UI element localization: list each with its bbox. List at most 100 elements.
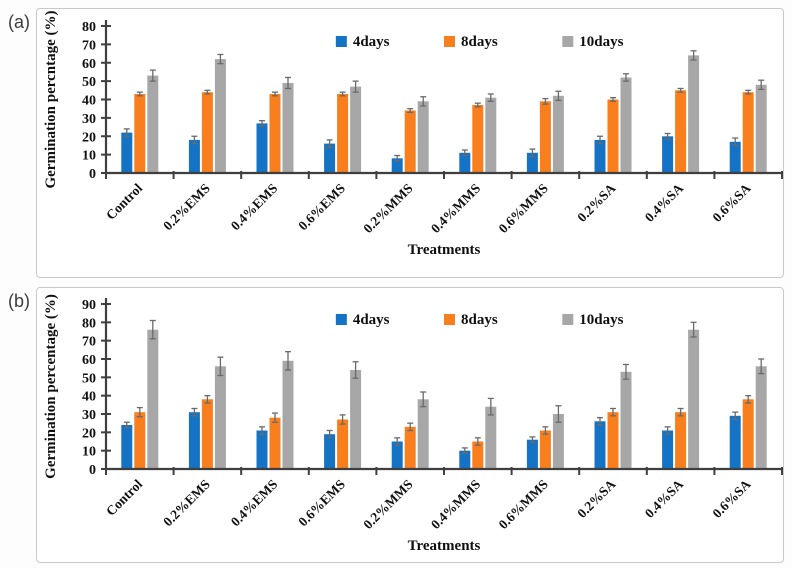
x-axis-title: Treatments xyxy=(408,538,481,554)
x-category-label: 0.4%MMS xyxy=(428,181,483,236)
bar-10days xyxy=(214,59,226,173)
bar-10days xyxy=(147,75,159,173)
bar-8days xyxy=(269,94,281,173)
bar-8days xyxy=(472,441,484,469)
bar-8days xyxy=(404,110,416,173)
bar-10days xyxy=(214,366,226,469)
y-axis-title: Germination percntage (%) xyxy=(43,10,59,188)
bar-10days xyxy=(688,329,700,469)
x-category-label: 0.6%MMS xyxy=(495,477,550,532)
x-category-label: 0.4%SA xyxy=(642,476,686,520)
panel-label-b: (b) xyxy=(8,291,30,311)
bar-4days xyxy=(391,158,403,173)
y-tick-label: 20 xyxy=(82,426,96,441)
bar-8days xyxy=(134,412,146,469)
bar-4days xyxy=(256,430,268,469)
bar-8days xyxy=(607,412,619,469)
bar-4days xyxy=(121,425,133,469)
y-tick-label: 40 xyxy=(82,94,96,109)
y-tick-label: 20 xyxy=(82,130,96,145)
bar-4days xyxy=(594,421,606,469)
x-axis-title: Treatments xyxy=(408,242,481,258)
bar-8days xyxy=(742,399,754,469)
bar-10days xyxy=(282,360,294,469)
chart-panel-b: 0 10 20 30 40 50 60 70 80 90 Control 0.2%EMS 0.4%EMS… xyxy=(36,287,784,563)
y-tick-label: 70 xyxy=(82,335,96,350)
bar-4days xyxy=(188,139,200,173)
bar-4days xyxy=(662,136,674,174)
bar-8days xyxy=(472,105,484,173)
bar-10days xyxy=(282,83,294,173)
bar-4days xyxy=(526,439,538,469)
bar-4days xyxy=(324,143,336,173)
bar-8days xyxy=(201,399,213,469)
legend-label-4days: 4days xyxy=(353,34,390,50)
y-axis-title: Germination percentage (%) xyxy=(43,294,59,479)
bar-4days xyxy=(459,152,471,173)
bar-10days xyxy=(350,86,362,173)
x-category-label: 0.2%EMS xyxy=(160,181,213,234)
legend-swatch-10days xyxy=(562,314,574,325)
legend-swatch-8days xyxy=(444,36,455,47)
bar-4days xyxy=(662,430,674,469)
y-tick-label: 30 xyxy=(82,112,96,127)
x-category-label: Control xyxy=(103,180,145,222)
y-tick-label: 80 xyxy=(82,20,96,35)
bar-4days xyxy=(256,123,268,173)
x-category-label: 0.4%SA xyxy=(642,180,686,224)
y-tick-label: 60 xyxy=(82,57,96,72)
bar-4days xyxy=(391,441,403,469)
chart-panel-a: 0 10 20 30 40 50 60 70 80 Control 0.2%EMS 0.4%EMS 0.… xyxy=(36,8,784,278)
x-category-label: Control xyxy=(103,476,145,518)
bar-8days xyxy=(201,92,213,173)
bar-8days xyxy=(742,92,754,173)
y-tick-label: 10 xyxy=(82,149,96,164)
legend-label-8days: 8days xyxy=(461,312,498,328)
y-tick-label: 70 xyxy=(82,38,96,53)
bar-4days xyxy=(729,141,741,173)
x-category-label: 0.2%SA xyxy=(574,476,618,520)
x-category-label: 0.4%MMS xyxy=(428,477,483,532)
bar-8days xyxy=(337,419,349,469)
y-tick-label: 90 xyxy=(82,298,96,313)
x-category-label: 0.6%EMS xyxy=(295,477,348,530)
legend-label-4days: 4days xyxy=(353,312,390,328)
bar-10days xyxy=(755,366,767,469)
legend-swatch-4days xyxy=(335,314,347,325)
legend-label-10days: 10days xyxy=(579,34,623,50)
bar-8days xyxy=(404,426,416,469)
bar-4days xyxy=(459,450,471,469)
bar-10days xyxy=(552,95,564,173)
y-tick-label: 40 xyxy=(82,390,96,405)
y-tick-label: 10 xyxy=(82,445,96,460)
bar-10days xyxy=(485,406,497,469)
bar-8days xyxy=(607,99,619,173)
x-category-label: 0.6%MMS xyxy=(495,181,550,236)
x-category-label: 0.4%EMS xyxy=(228,181,281,234)
panel-label-a: (a) xyxy=(8,12,30,32)
bar-4days xyxy=(188,412,200,469)
x-category-label: 0.2%MMS xyxy=(360,477,415,532)
bar-8days xyxy=(134,94,146,173)
legend-swatch-8days xyxy=(444,314,455,325)
bar-10days xyxy=(350,370,362,469)
bar-8days xyxy=(337,94,349,173)
bar-10days xyxy=(755,84,767,173)
y-tick-label: 0 xyxy=(89,463,96,478)
legend-swatch-10days xyxy=(562,36,574,47)
bar-4days xyxy=(121,132,133,173)
bar-8days xyxy=(539,430,551,469)
bar-10days xyxy=(417,101,429,173)
x-category-label: 0.6%SA xyxy=(709,476,753,520)
bar-4days xyxy=(526,152,538,173)
bar-8days xyxy=(539,101,551,173)
bar-chart-a: 0 10 20 30 40 50 60 70 80 Control 0.2%EMS 0.4%EMS 0.… xyxy=(43,10,783,258)
bar-10days xyxy=(620,371,632,469)
x-category-label: 0.2%SA xyxy=(574,180,618,224)
x-category-label: 0.4%EMS xyxy=(228,477,281,530)
y-tick-label: 60 xyxy=(82,353,96,368)
bar-4days xyxy=(729,415,741,469)
x-category-label: 0.2%EMS xyxy=(160,477,213,530)
legend-label-10days: 10days xyxy=(579,312,623,328)
legend-swatch-4days xyxy=(335,36,347,47)
